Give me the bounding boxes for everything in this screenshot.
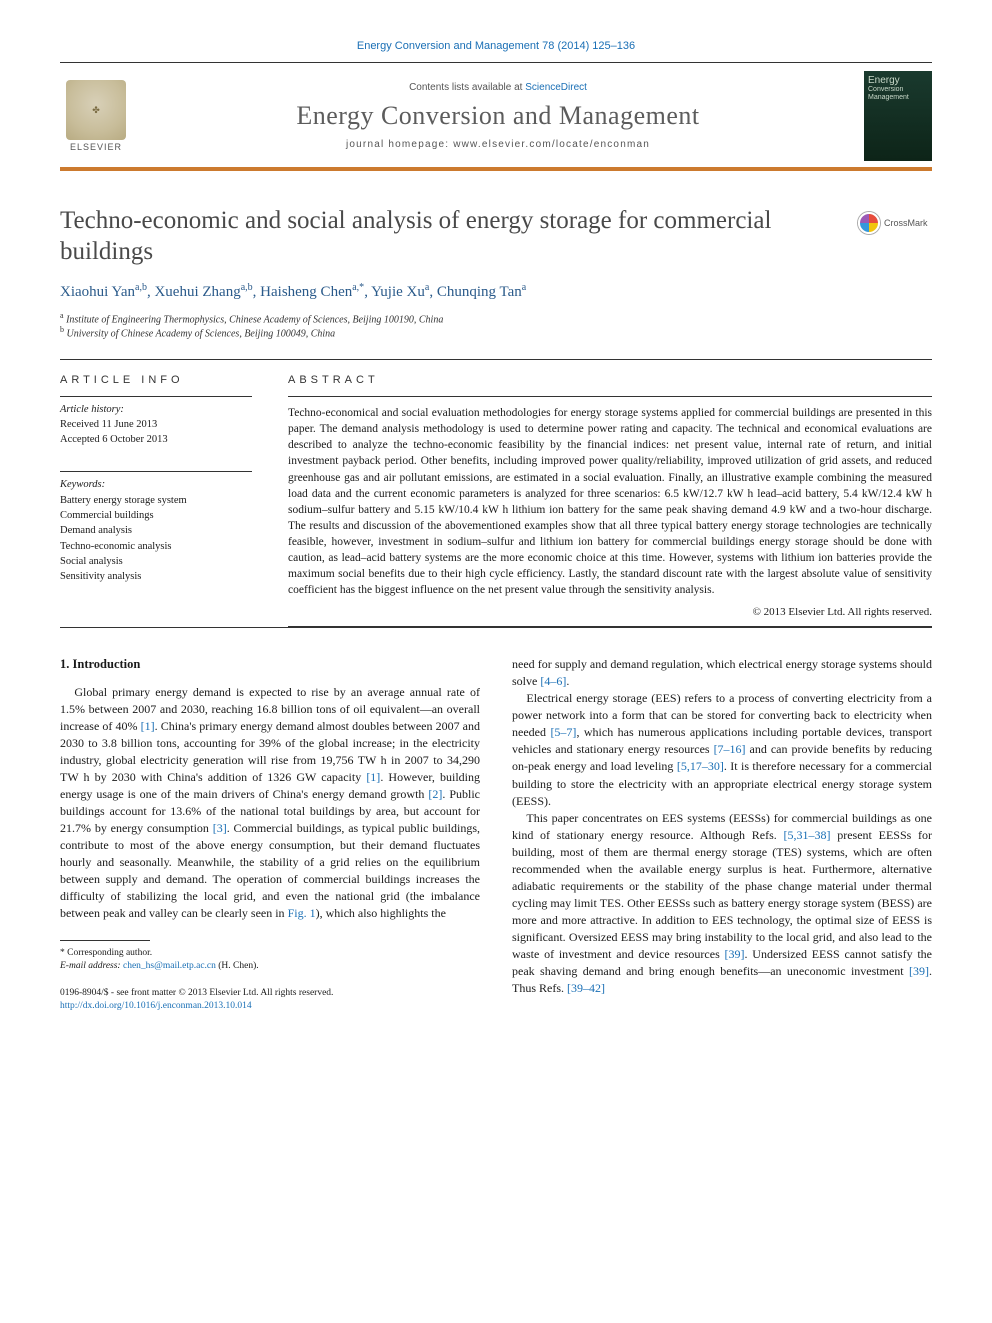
author[interactable]: Xuehui Zhanga,b bbox=[154, 284, 252, 300]
received-date: Received 11 June 2013 bbox=[60, 418, 252, 433]
author[interactable]: Haisheng Chena,* bbox=[260, 284, 364, 300]
affiliations: a Institute of Engineering Thermophysics… bbox=[60, 311, 932, 340]
author[interactable]: Yujie Xua bbox=[371, 284, 429, 300]
citation-ref[interactable]: [3] bbox=[213, 821, 227, 835]
keywords-list: Battery energy storage system Commercial… bbox=[60, 493, 252, 584]
footnotes: * Corresponding author. E-mail address: … bbox=[60, 947, 480, 973]
citation-ref[interactable]: [4–6] bbox=[540, 674, 566, 688]
citation-ref[interactable]: [39] bbox=[725, 947, 745, 961]
body-paragraph: Electrical energy storage (EES) refers t… bbox=[512, 690, 932, 809]
journal-header: ✤ ELSEVIER Contents lists available at S… bbox=[60, 62, 932, 171]
crossmark-icon bbox=[858, 212, 880, 234]
email-label: E-mail address: bbox=[60, 961, 123, 971]
keyword: Sensitivity analysis bbox=[60, 569, 252, 584]
cover-subtitle: Conversion Management bbox=[868, 86, 928, 101]
cover-title: Energy bbox=[868, 75, 928, 86]
figure-ref[interactable]: Fig. 1 bbox=[288, 906, 316, 920]
body-column-left: 1. Introduction Global primary energy de… bbox=[60, 656, 480, 1012]
front-matter: 0196-8904/$ - see front matter © 2013 El… bbox=[60, 987, 480, 1013]
corresponding-author-note: * Corresponding author. bbox=[60, 947, 480, 960]
author[interactable]: Xiaohui Yana,b bbox=[60, 284, 147, 300]
keyword: Battery energy storage system bbox=[60, 493, 252, 508]
article-title: Techno-economic and social analysis of e… bbox=[60, 205, 838, 268]
divider bbox=[60, 396, 252, 397]
keyword: Techno-economic analysis bbox=[60, 539, 252, 554]
sciencedirect-link[interactable]: ScienceDirect bbox=[525, 82, 587, 93]
divider bbox=[60, 359, 932, 360]
body-paragraph: Global primary energy demand is expected… bbox=[60, 684, 480, 922]
keyword: Social analysis bbox=[60, 554, 252, 569]
abstract-copyright: © 2013 Elsevier Ltd. All rights reserved… bbox=[288, 606, 932, 618]
divider bbox=[60, 471, 252, 472]
divider bbox=[60, 627, 932, 628]
journal-homepage-url[interactable]: www.elsevier.com/locate/enconman bbox=[453, 139, 650, 150]
article-info-heading: article info bbox=[60, 374, 252, 386]
citation-ref[interactable]: [2] bbox=[428, 787, 442, 801]
crossmark-button[interactable]: CrossMark bbox=[858, 205, 932, 241]
section-heading: 1. Introduction bbox=[60, 656, 480, 674]
citation-ref[interactable]: [5–7] bbox=[550, 725, 576, 739]
affiliation-text: Institute of Engineering Thermophysics, … bbox=[66, 314, 443, 325]
elsevier-tree-icon: ✤ bbox=[66, 80, 126, 140]
crossmark-label: CrossMark bbox=[884, 218, 928, 228]
author[interactable]: Chunqing Tana bbox=[437, 284, 526, 300]
accepted-date: Accepted 6 October 2013 bbox=[60, 433, 252, 448]
citation-volpages: 78 (2014) 125–136 bbox=[542, 40, 635, 52]
divider bbox=[288, 396, 932, 397]
publisher-name: ELSEVIER bbox=[70, 142, 122, 152]
contents-available-line: Contents lists available at ScienceDirec… bbox=[148, 82, 848, 93]
top-citation: Energy Conversion and Management 78 (201… bbox=[60, 40, 932, 52]
footnote-separator bbox=[60, 940, 150, 941]
citation-ref[interactable]: [5,17–30] bbox=[677, 759, 724, 773]
email-suffix: (H. Chen). bbox=[216, 961, 259, 971]
keyword: Commercial buildings bbox=[60, 508, 252, 523]
journal-name: Energy Conversion and Management bbox=[148, 101, 848, 131]
divider bbox=[288, 626, 932, 627]
keyword: Demand analysis bbox=[60, 523, 252, 538]
journal-homepage-line: journal homepage: www.elsevier.com/locat… bbox=[148, 139, 848, 150]
article-history: Article history: Received 11 June 2013 A… bbox=[60, 403, 252, 447]
doi-link[interactable]: http://dx.doi.org/10.1016/j.enconman.201… bbox=[60, 1001, 252, 1011]
body-paragraph: This paper concentrates on EES systems (… bbox=[512, 810, 932, 997]
author-list: Xiaohui Yana,b, Xuehui Zhanga,b, Haishen… bbox=[60, 282, 932, 301]
publisher-logo[interactable]: ✤ ELSEVIER bbox=[60, 73, 132, 159]
body-paragraph: need for supply and demand regulation, w… bbox=[512, 656, 932, 690]
citation-ref[interactable]: [7–16] bbox=[714, 742, 746, 756]
citation-ref[interactable]: [39–42] bbox=[567, 981, 605, 995]
issn-copyright-line: 0196-8904/$ - see front matter © 2013 El… bbox=[60, 987, 480, 1000]
citation-ref[interactable]: [1] bbox=[141, 719, 155, 733]
abstract-heading: abstract bbox=[288, 374, 932, 386]
citation-ref[interactable]: [1] bbox=[366, 770, 380, 784]
history-label: Article history: bbox=[60, 403, 252, 418]
affiliation-text: University of Chinese Academy of Science… bbox=[67, 328, 336, 339]
keywords-label: Keywords: bbox=[60, 478, 252, 493]
body-column-right: need for supply and demand regulation, w… bbox=[512, 656, 932, 1012]
journal-cover-thumbnail[interactable]: Energy Conversion Management bbox=[864, 71, 932, 161]
citation-ref[interactable]: [39] bbox=[909, 964, 929, 978]
corresponding-email-link[interactable]: chen_hs@mail.etp.ac.cn bbox=[123, 961, 216, 971]
citation-ref[interactable]: [5,31–38] bbox=[784, 828, 831, 842]
citation-journal-link[interactable]: Energy Conversion and Management bbox=[357, 40, 539, 52]
abstract-text: Techno-economical and social evaluation … bbox=[288, 405, 932, 598]
